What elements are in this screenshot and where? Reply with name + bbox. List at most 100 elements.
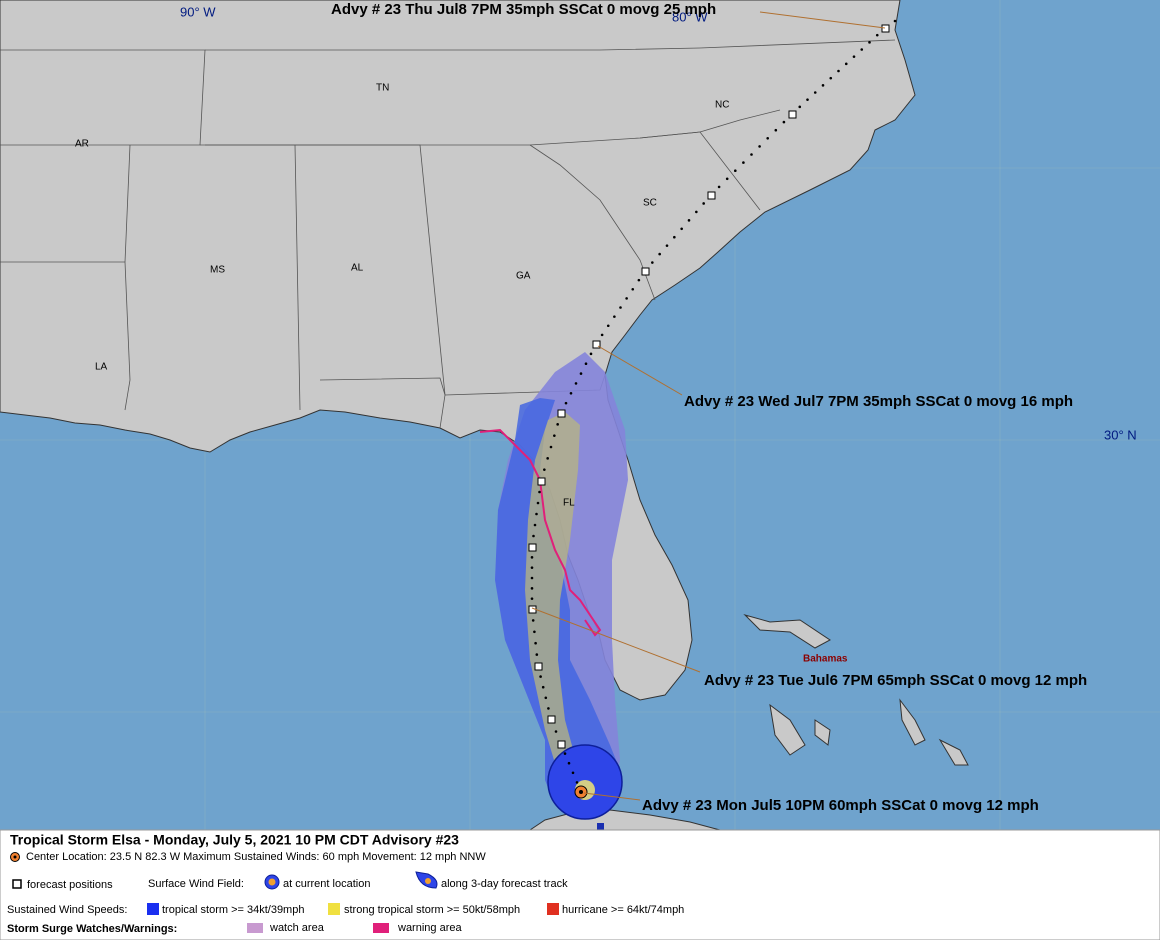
border xyxy=(0,261,131,411)
track-dot xyxy=(536,501,540,505)
track-dot xyxy=(734,169,737,172)
track-dot xyxy=(837,69,840,73)
track-dot xyxy=(556,423,559,426)
track-dot xyxy=(844,62,848,66)
fpos xyxy=(557,409,566,418)
fpos xyxy=(592,340,601,349)
track-dot xyxy=(860,48,864,51)
track-dot xyxy=(574,382,578,385)
circle xyxy=(579,790,583,794)
lon-label: 90° W xyxy=(180,4,216,19)
track-dot xyxy=(758,145,761,148)
track-dot xyxy=(564,401,568,405)
border xyxy=(0,49,206,146)
track-dot xyxy=(532,534,535,538)
circle xyxy=(268,878,276,886)
track-dot xyxy=(875,33,879,37)
lon-label: 80° W xyxy=(672,9,708,24)
track-dot xyxy=(798,105,802,109)
track-dot xyxy=(829,76,833,80)
track-dot xyxy=(806,98,809,101)
track-dot xyxy=(651,261,654,264)
forecast-cone xyxy=(495,352,628,820)
legend-text: Sustained Wind Speeds: xyxy=(7,904,127,916)
rect xyxy=(547,903,559,915)
track-dot xyxy=(567,761,571,765)
marker xyxy=(597,823,604,830)
legend-text: strong tropical storm >= 50kt/58mph xyxy=(344,904,520,916)
track-dot xyxy=(579,372,583,375)
track-dot xyxy=(821,84,825,87)
track-dot xyxy=(589,352,593,356)
track-dot xyxy=(687,219,691,222)
track-dot xyxy=(539,675,542,678)
track-dot xyxy=(742,161,745,164)
track-dot xyxy=(774,128,778,132)
leader xyxy=(597,345,683,396)
track-dot xyxy=(673,235,676,239)
track-dot xyxy=(852,55,856,58)
state-label: SC xyxy=(643,198,657,209)
track-dot xyxy=(531,619,535,622)
track-dot xyxy=(541,685,545,689)
legend-text: Storm Surge Watches/Warnings: xyxy=(7,923,177,935)
legend-text: at current location xyxy=(283,878,370,890)
fpos xyxy=(537,477,546,486)
track-dot xyxy=(606,324,610,328)
forecast-track xyxy=(530,19,897,784)
circle xyxy=(13,855,17,859)
track-dot xyxy=(868,41,871,44)
legend-text: hurricane >= 64kt/74mph xyxy=(562,904,684,916)
track-dot xyxy=(665,244,669,247)
state-label: MS xyxy=(210,265,225,276)
fpos xyxy=(534,662,543,671)
fpos xyxy=(528,543,537,552)
track-dot xyxy=(553,434,556,437)
bahamas-islands xyxy=(743,614,969,766)
track-dot xyxy=(554,730,558,733)
forecast-positions xyxy=(528,24,890,749)
track-dot xyxy=(725,177,729,181)
fpos xyxy=(557,740,566,749)
track-dot xyxy=(543,468,546,471)
track-dot xyxy=(625,297,628,300)
track-dot xyxy=(613,315,616,318)
legend-title: Tropical Storm Elsa - Monday, July 5, 20… xyxy=(10,832,459,848)
track-dot xyxy=(695,210,698,214)
advisory-label: Advy # 23 Tue Jul6 7PM 65mph SSCat 0 mov… xyxy=(704,672,1087,689)
track-dot xyxy=(766,137,769,140)
track-dot xyxy=(600,333,604,337)
track-dot xyxy=(813,91,817,94)
track-dot xyxy=(750,153,753,156)
advisory-label: Advy # 23 Thu Jul8 7PM 35mph SSCat 0 mov… xyxy=(331,1,716,18)
legend-text: forecast positions xyxy=(27,879,113,891)
sts-swath xyxy=(525,412,590,803)
track-dot xyxy=(533,523,537,527)
legend-box xyxy=(0,829,1160,940)
track-dot xyxy=(546,457,549,460)
track-dot xyxy=(575,781,579,784)
rect xyxy=(12,879,22,889)
track-dot xyxy=(563,752,567,755)
state-label: TN xyxy=(376,83,389,94)
surge-warning xyxy=(479,428,602,637)
track-dot xyxy=(535,653,539,656)
track-dot xyxy=(702,202,705,205)
leader xyxy=(531,607,701,673)
fpos xyxy=(547,715,556,724)
rect xyxy=(373,923,389,933)
state-label: AL xyxy=(351,263,364,274)
track-dot xyxy=(717,185,721,189)
legend-text: Center Location: 23.5 N 82.3 W Maximum S… xyxy=(26,851,486,863)
track-dot xyxy=(571,771,575,775)
track-dot xyxy=(658,252,661,256)
legend-text: along 3-day forecast track xyxy=(441,878,568,890)
leaders xyxy=(531,11,886,801)
track-dot xyxy=(534,641,537,645)
track-dot xyxy=(637,278,641,282)
legend-text: tropical storm >= 34kt/39mph xyxy=(162,904,304,916)
storm-center xyxy=(574,785,588,799)
track-dot xyxy=(538,490,541,494)
